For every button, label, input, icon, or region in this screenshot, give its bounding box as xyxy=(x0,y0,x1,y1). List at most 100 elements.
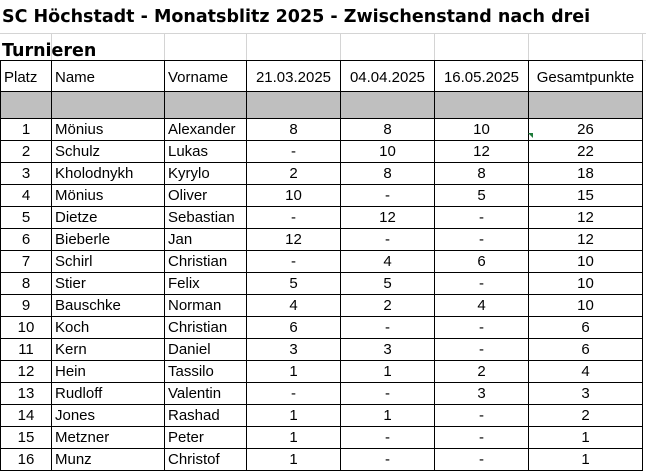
cell-date-3[interactable]: - xyxy=(434,228,529,251)
cell-vorname[interactable]: Norman xyxy=(164,294,247,317)
cell-name[interactable]: Schirl xyxy=(51,250,165,273)
cell-vorname[interactable]: Lukas xyxy=(164,140,247,163)
cell-vorname[interactable]: Christian xyxy=(164,316,247,339)
cell-gesamtpunkte[interactable]: 12 xyxy=(528,228,643,251)
cell-date-3[interactable]: - xyxy=(434,426,529,449)
cell-platz[interactable]: 5 xyxy=(0,206,52,229)
cell-date-3[interactable]: - xyxy=(434,448,529,471)
cell-gesamtpunkte[interactable]: 22 xyxy=(528,140,643,163)
shaded-cell[interactable] xyxy=(51,91,165,119)
header-cell-date-1[interactable]: 21.03.2025 xyxy=(246,60,341,92)
shaded-cell[interactable] xyxy=(340,91,435,119)
shaded-cell[interactable] xyxy=(0,91,52,119)
cell-date-3[interactable]: - xyxy=(434,272,529,295)
cell-name[interactable]: Bauschke xyxy=(51,294,165,317)
cell-gesamtpunkte[interactable]: 12 xyxy=(528,206,643,229)
cell-date-1[interactable]: 12 xyxy=(246,228,341,251)
cell-platz[interactable]: 3 xyxy=(0,162,52,185)
cell-gesamtpunkte[interactable]: 3 xyxy=(528,382,643,405)
cell-date-3[interactable]: 6 xyxy=(434,250,529,273)
cell-vorname[interactable]: Sebastian xyxy=(164,206,247,229)
cell-date-1[interactable]: - xyxy=(246,206,341,229)
cell-name[interactable]: Mönius xyxy=(51,118,165,141)
cell-name[interactable]: Hein xyxy=(51,360,165,383)
header-cell-platz[interactable]: Platz xyxy=(0,60,52,92)
cell-platz[interactable]: 9 xyxy=(0,294,52,317)
cell-gesamtpunkte[interactable]: 15 xyxy=(528,184,643,207)
cell-date-2[interactable]: - xyxy=(340,382,435,405)
cell-date-2[interactable]: 4 xyxy=(340,250,435,273)
cell-platz[interactable]: 4 xyxy=(0,184,52,207)
cell-gesamtpunkte[interactable]: 6 xyxy=(528,338,643,361)
cell-vorname[interactable]: Rashad xyxy=(164,404,247,427)
cell-vorname[interactable]: Kyrylo xyxy=(164,162,247,185)
cell-date-2[interactable]: - xyxy=(340,316,435,339)
cell-date-1[interactable]: - xyxy=(246,250,341,273)
header-cell-date-3[interactable]: 16.05.2025 xyxy=(434,60,529,92)
cell-date-1[interactable]: 1 xyxy=(246,360,341,383)
cell-gesamtpunkte[interactable]: 2 xyxy=(528,404,643,427)
cell-date-2[interactable]: - xyxy=(340,184,435,207)
cell-date-1[interactable]: 5 xyxy=(246,272,341,295)
cell-date-1[interactable]: 8 xyxy=(246,118,341,141)
header-cell-name[interactable]: Name xyxy=(51,60,165,92)
cell-date-1[interactable]: 1 xyxy=(246,404,341,427)
cell-name[interactable]: Bieberle xyxy=(51,228,165,251)
blank-row[interactable] xyxy=(0,34,646,61)
cell-date-2[interactable]: 1 xyxy=(340,404,435,427)
cell-date-2[interactable]: 8 xyxy=(340,118,435,141)
cell-gesamtpunkte[interactable]: 6 xyxy=(528,316,643,339)
sheet-title[interactable]: SC Höchstadt - Monatsblitz 2025 - Zwisch… xyxy=(0,0,646,61)
cell-date-2[interactable]: 2 xyxy=(340,294,435,317)
shaded-cell[interactable] xyxy=(434,91,529,119)
cell-name[interactable]: Jones xyxy=(51,404,165,427)
cell-date-3[interactable]: - xyxy=(434,206,529,229)
cell-vorname[interactable]: Peter xyxy=(164,426,247,449)
cell-platz[interactable]: 12 xyxy=(0,360,52,383)
cell-platz[interactable]: 16 xyxy=(0,448,52,471)
cell-gesamtpunkte[interactable]: 18 xyxy=(528,162,643,185)
cell-date-2[interactable]: 12 xyxy=(340,206,435,229)
cell-date-3[interactable]: 12 xyxy=(434,140,529,163)
shaded-cell[interactable] xyxy=(528,91,643,119)
cell-vorname[interactable]: Daniel xyxy=(164,338,247,361)
cell-date-2[interactable]: - xyxy=(340,228,435,251)
cell-name[interactable]: Stier xyxy=(51,272,165,295)
cell-platz[interactable]: 7 xyxy=(0,250,52,273)
cell-date-3[interactable]: 10 xyxy=(434,118,529,141)
cell-date-1[interactable]: 4 xyxy=(246,294,341,317)
cell-date-3[interactable]: - xyxy=(434,404,529,427)
cell-platz[interactable]: 15 xyxy=(0,426,52,449)
cell-platz[interactable]: 14 xyxy=(0,404,52,427)
cell-date-2[interactable]: - xyxy=(340,426,435,449)
cell-date-3[interactable]: 8 xyxy=(434,162,529,185)
cell-vorname[interactable]: Alexander xyxy=(164,118,247,141)
cell-gesamtpunkte[interactable]: 26 xyxy=(528,118,643,141)
cell-platz[interactable]: 11 xyxy=(0,338,52,361)
cell-date-1[interactable]: 1 xyxy=(246,426,341,449)
cell-gesamtpunkte[interactable]: 1 xyxy=(528,448,643,471)
cell-date-1[interactable]: 3 xyxy=(246,338,341,361)
cell-vorname[interactable]: Valentin xyxy=(164,382,247,405)
cell-name[interactable]: Mönius xyxy=(51,184,165,207)
cell-date-1[interactable]: 6 xyxy=(246,316,341,339)
cell-vorname[interactable]: Oliver xyxy=(164,184,247,207)
cell-date-2[interactable]: 3 xyxy=(340,338,435,361)
cell-platz[interactable]: 2 xyxy=(0,140,52,163)
cell-date-1[interactable]: 1 xyxy=(246,448,341,471)
cell-date-1[interactable]: - xyxy=(246,382,341,405)
cell-name[interactable]: Dietze xyxy=(51,206,165,229)
cell-vorname[interactable]: Felix xyxy=(164,272,247,295)
cell-platz[interactable]: 1 xyxy=(0,118,52,141)
cell-date-2[interactable]: 8 xyxy=(340,162,435,185)
cell-gesamtpunkte[interactable]: 10 xyxy=(528,294,643,317)
shaded-cell[interactable] xyxy=(164,91,247,119)
cell-date-2[interactable]: 10 xyxy=(340,140,435,163)
cell-gesamtpunkte[interactable]: 4 xyxy=(528,360,643,383)
cell-date-1[interactable]: - xyxy=(246,140,341,163)
cell-date-3[interactable]: - xyxy=(434,316,529,339)
cell-date-3[interactable]: 4 xyxy=(434,294,529,317)
cell-date-2[interactable]: 5 xyxy=(340,272,435,295)
cell-date-3[interactable]: 3 xyxy=(434,382,529,405)
cell-date-1[interactable]: 2 xyxy=(246,162,341,185)
